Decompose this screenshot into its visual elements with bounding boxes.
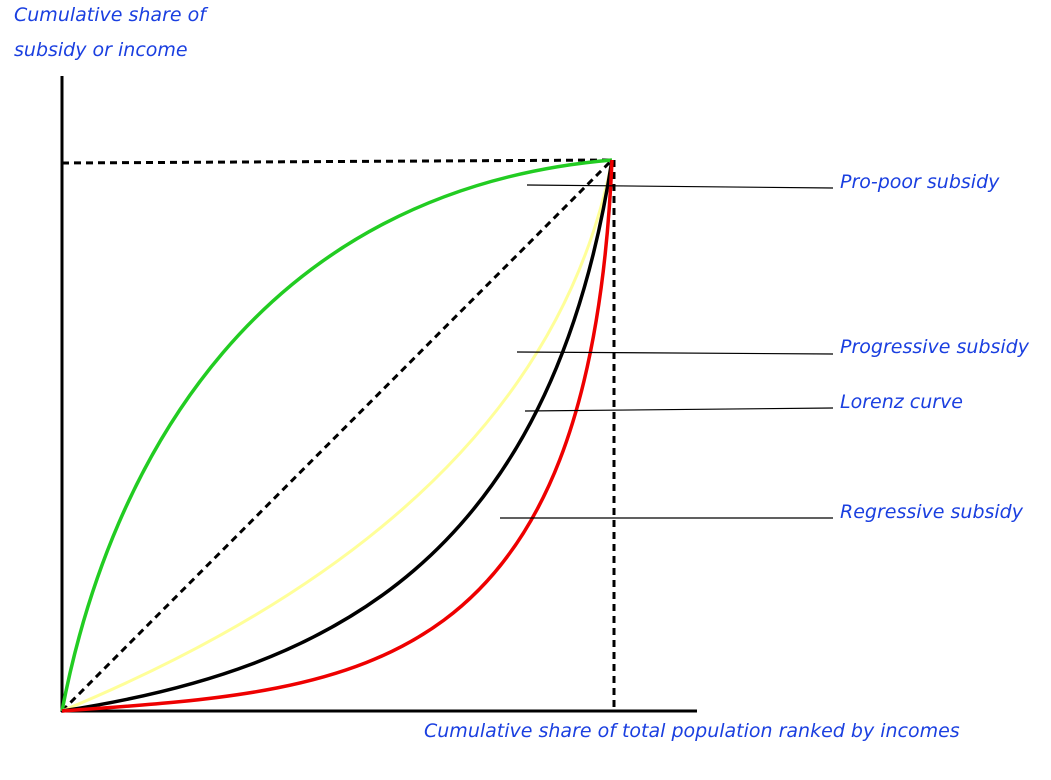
pro-poor-subsidy-label: Pro-poor subsidy	[840, 171, 1000, 193]
pro-poor-leader-line	[526, 184, 834, 189]
lorenz-leader-line	[524, 407, 834, 412]
top-dashed-line	[61, 158, 613, 165]
y-axis-label-line-1: Cumulative share of	[14, 4, 209, 26]
lorenz-curve	[61, 159, 614, 713]
y-axis-label-line-2: subsidy or income	[14, 39, 188, 61]
pro-poor-subsidy-curve	[60, 158, 613, 712]
regressive-subsidy-label: Regressive subsidy	[840, 501, 1024, 523]
x-axis-label: Cumulative share of total population ran…	[424, 720, 960, 742]
progressive-leader-line	[516, 351, 834, 355]
lorenz-curve-label: Lorenz curve	[840, 391, 963, 413]
progressive-subsidy-curve	[61, 159, 614, 713]
equality-diagonal-line	[60, 158, 614, 713]
progressive-subsidy-label: Progressive subsidy	[840, 336, 1030, 358]
regressive-subsidy-curve	[61, 159, 614, 713]
